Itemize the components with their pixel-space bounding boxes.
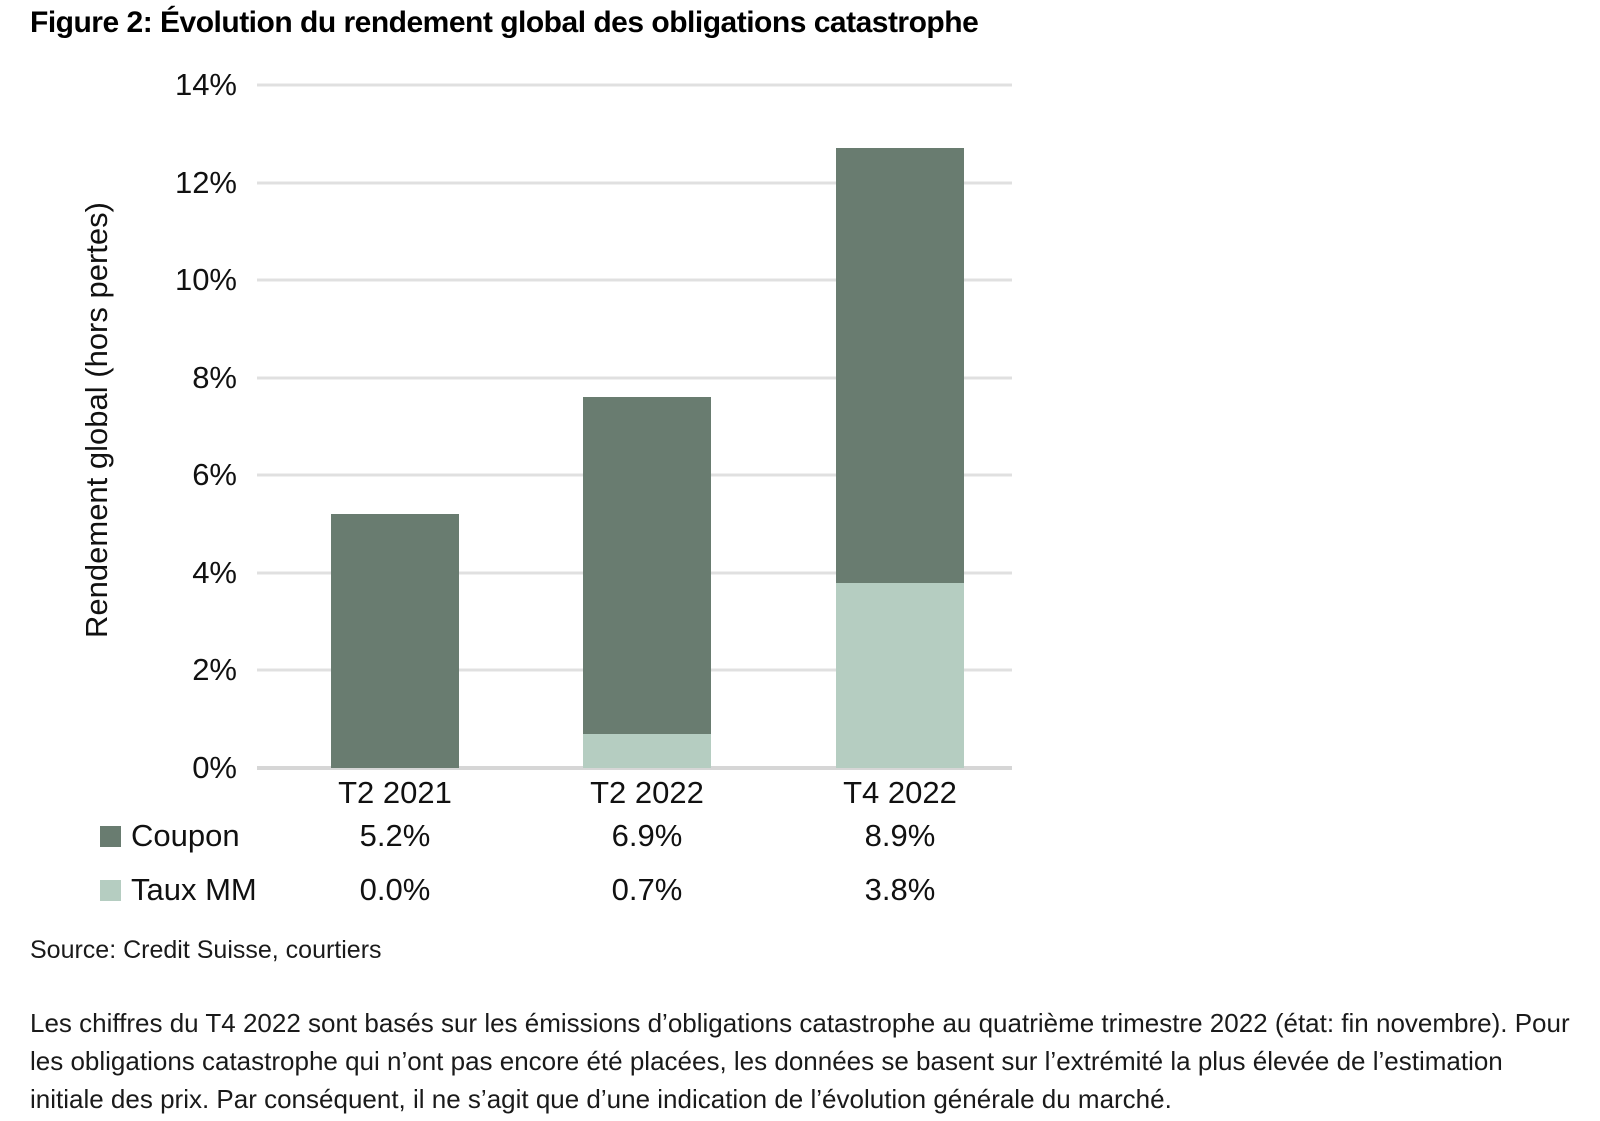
gridline bbox=[257, 181, 1012, 185]
coupon-value-t2-2022: 6.9% bbox=[611, 818, 683, 853]
legend-label-coupon: Coupon bbox=[131, 818, 240, 853]
x-tick-label: T2 2022 bbox=[590, 775, 704, 810]
y-tick-label: 10% bbox=[174, 262, 237, 297]
taux-mm-value-t2-2021: 0.0% bbox=[359, 872, 431, 907]
x-tick-label: T2 2021 bbox=[338, 775, 452, 810]
y-tick-label: 0% bbox=[192, 750, 237, 785]
figure-title: Figure 2: Évolution du rendement global … bbox=[30, 6, 979, 39]
legend-row-coupon: Coupon 5.2% 6.9% 8.9% bbox=[0, 818, 1100, 860]
bar-t2-2022 bbox=[583, 397, 711, 768]
x-axis-labels: T2 2021 T2 2022 T4 2022 bbox=[0, 775, 1100, 817]
gridline bbox=[257, 376, 1012, 380]
legend-key-taux-mm: Taux MM bbox=[100, 872, 257, 908]
y-tick-label: 12% bbox=[174, 165, 237, 200]
gridline bbox=[257, 278, 1012, 282]
bar-segment-coupon bbox=[836, 148, 964, 583]
footnote: Les chiffres du T4 2022 sont basés sur l… bbox=[30, 1008, 1570, 1114]
coupon-swatch-icon bbox=[100, 825, 121, 847]
x-axis-baseline bbox=[257, 766, 1012, 770]
bar-t4-2022 bbox=[836, 148, 964, 768]
plot-area bbox=[257, 83, 1012, 770]
taux-mm-swatch-icon bbox=[100, 879, 121, 901]
bar-segment-coupon bbox=[331, 514, 459, 768]
bar-t2-2021 bbox=[331, 514, 459, 768]
gridline bbox=[257, 83, 1012, 87]
legend-row-taux-mm: Taux MM 0.0% 0.7% 3.8% bbox=[0, 872, 1100, 914]
y-tick-label: 2% bbox=[192, 652, 237, 687]
y-tick-label: 8% bbox=[192, 360, 237, 395]
y-tick-label: 14% bbox=[174, 67, 237, 102]
legend-label-taux-mm: Taux MM bbox=[131, 872, 257, 907]
taux-mm-value-t4-2022: 3.8% bbox=[864, 872, 936, 907]
y-axis-ticks: 14% 12% 10% 8% 6% 4% 2% 0% bbox=[95, 67, 237, 785]
y-tick-label: 4% bbox=[192, 555, 237, 590]
bar-segment-taux-mm bbox=[583, 733, 711, 768]
y-tick-label: 6% bbox=[192, 457, 237, 492]
x-tick-label: T4 2022 bbox=[843, 775, 957, 810]
bar-segment-taux-mm bbox=[836, 582, 964, 768]
legend-key-coupon: Coupon bbox=[100, 818, 240, 854]
bar-segment-coupon bbox=[583, 397, 711, 734]
taux-mm-value-t2-2022: 0.7% bbox=[611, 872, 683, 907]
coupon-value-t4-2022: 8.9% bbox=[864, 818, 936, 853]
source-note: Source: Credit Suisse, courtiers bbox=[30, 936, 382, 964]
coupon-value-t2-2021: 5.2% bbox=[359, 818, 431, 853]
